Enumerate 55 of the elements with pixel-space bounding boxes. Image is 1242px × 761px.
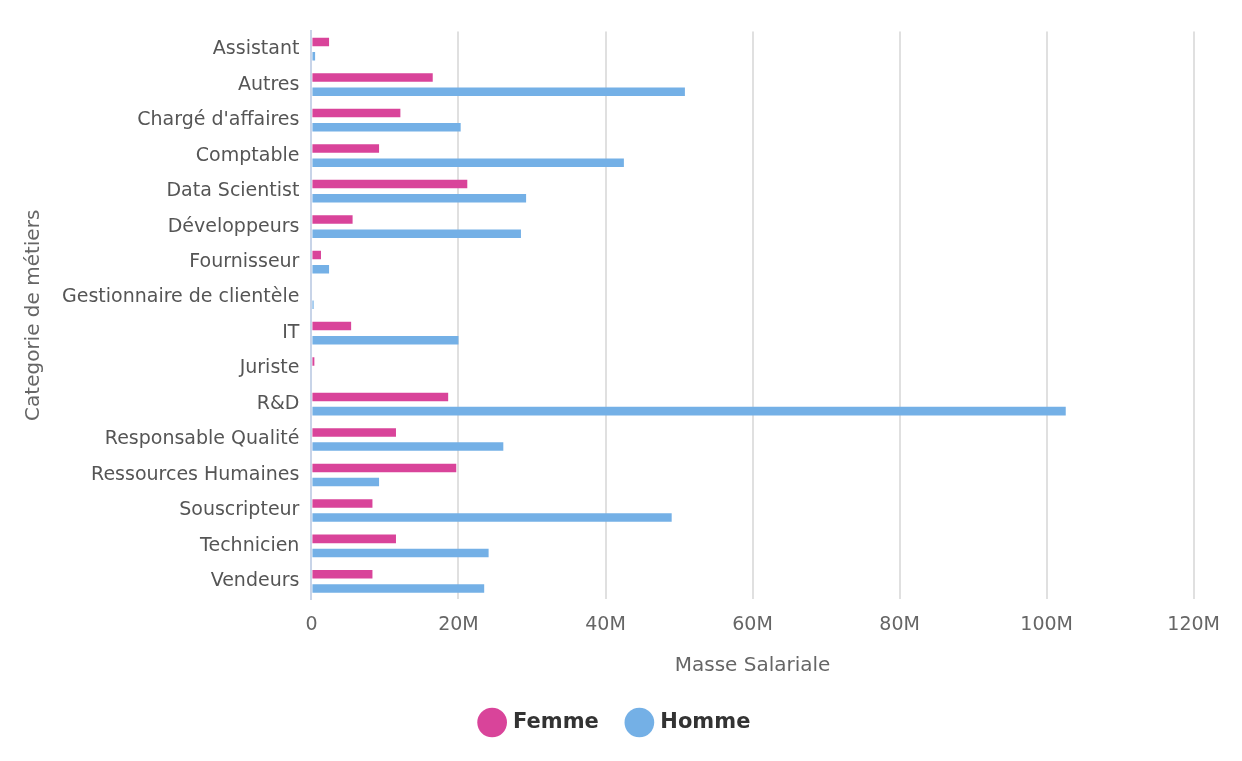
y-axis-title: Categorie de métiers: [20, 209, 45, 421]
bar: [312, 122, 461, 132]
bar: [312, 392, 449, 402]
bar: [312, 477, 380, 487]
y-tick-label: Vendeurs: [210, 568, 300, 591]
x-axis-title: Masse Salariale: [674, 652, 831, 677]
bar: [312, 513, 672, 522]
bar: [312, 193, 527, 203]
y-tick-label: Gestionnaire de clientèle: [61, 284, 300, 307]
x-tick-label: 120M: [1167, 611, 1221, 634]
y-tick-label: Comptable: [195, 142, 300, 165]
legend-label: Homme: [660, 708, 751, 733]
bar: [312, 250, 321, 260]
bar: [312, 108, 401, 118]
bar: [312, 158, 624, 167]
y-tick-label: Responsable Qualité: [104, 426, 300, 449]
bar: [312, 570, 373, 579]
bar: [312, 548, 489, 558]
y-tick-label: Souscripteur: [179, 497, 300, 520]
bar: [312, 428, 396, 437]
bar: [312, 321, 352, 331]
x-tick-label: 20M: [438, 611, 479, 634]
bar: [312, 406, 1066, 416]
bar: [312, 264, 330, 274]
bar: [312, 87, 685, 96]
bar: [312, 37, 330, 47]
bar: [312, 229, 521, 238]
bar: [312, 144, 380, 153]
x-tick-label: 0: [305, 611, 318, 634]
y-tick-label: Juriste: [238, 355, 300, 378]
y-tick-label: Chargé d'affaires: [137, 107, 300, 130]
bar: [312, 179, 468, 189]
y-tick-label: Data Scientist: [166, 178, 300, 201]
x-tick-label: 40M: [585, 611, 626, 634]
y-tick-label: IT: [282, 319, 300, 342]
x-tick-label: 100M: [1020, 611, 1073, 634]
bar: [312, 463, 457, 473]
bar: [312, 51, 316, 61]
y-tick-label: Ressources Humaines: [91, 461, 300, 484]
y-tick-label: Autres: [237, 71, 300, 94]
x-tick-label: 80M: [879, 611, 920, 634]
bar: [312, 584, 485, 593]
bar: [312, 335, 459, 345]
bar: [312, 442, 504, 451]
bar: [312, 499, 373, 508]
bar: [312, 215, 353, 224]
x-tick-label: 60M: [732, 611, 773, 634]
y-tick-label: R&D: [256, 390, 300, 413]
y-tick-label: Fournisseur: [189, 249, 300, 272]
legend-label: Femme: [513, 708, 599, 733]
bar: [312, 534, 396, 544]
y-tick-label: Assistant: [212, 36, 300, 59]
y-tick-label: Technicien: [199, 532, 300, 555]
y-tick-label: Développeurs: [167, 213, 300, 236]
bar: [312, 73, 433, 82]
